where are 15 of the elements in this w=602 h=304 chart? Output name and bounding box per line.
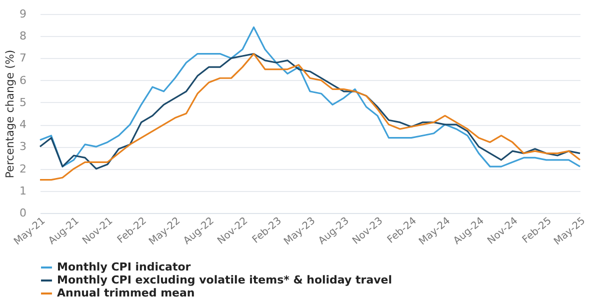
y-tick-label: 4: [20, 118, 26, 132]
y-tick-label: 8: [20, 30, 26, 43]
y-tick-label: 5: [20, 96, 26, 109]
y-axis-title: Percentage change (%): [4, 50, 16, 178]
y-tick-label: 1: [20, 184, 26, 198]
y-tick-label: 7: [20, 52, 26, 65]
y-tick-label: 2: [20, 162, 26, 176]
legend-label: Monthly CPI excluding volatile items* & holiday travel: [57, 274, 392, 286]
y-tick-label: 6: [20, 74, 26, 87]
legend-label: Annual trimmed mean: [57, 286, 195, 300]
y-tick-label: 0: [20, 206, 26, 220]
y-tick-label: 9: [20, 8, 26, 20]
y-tick-label: 3: [20, 140, 26, 154]
legend-label: Monthly CPI indicator: [57, 260, 192, 274]
line-series: [39, 26, 581, 168]
